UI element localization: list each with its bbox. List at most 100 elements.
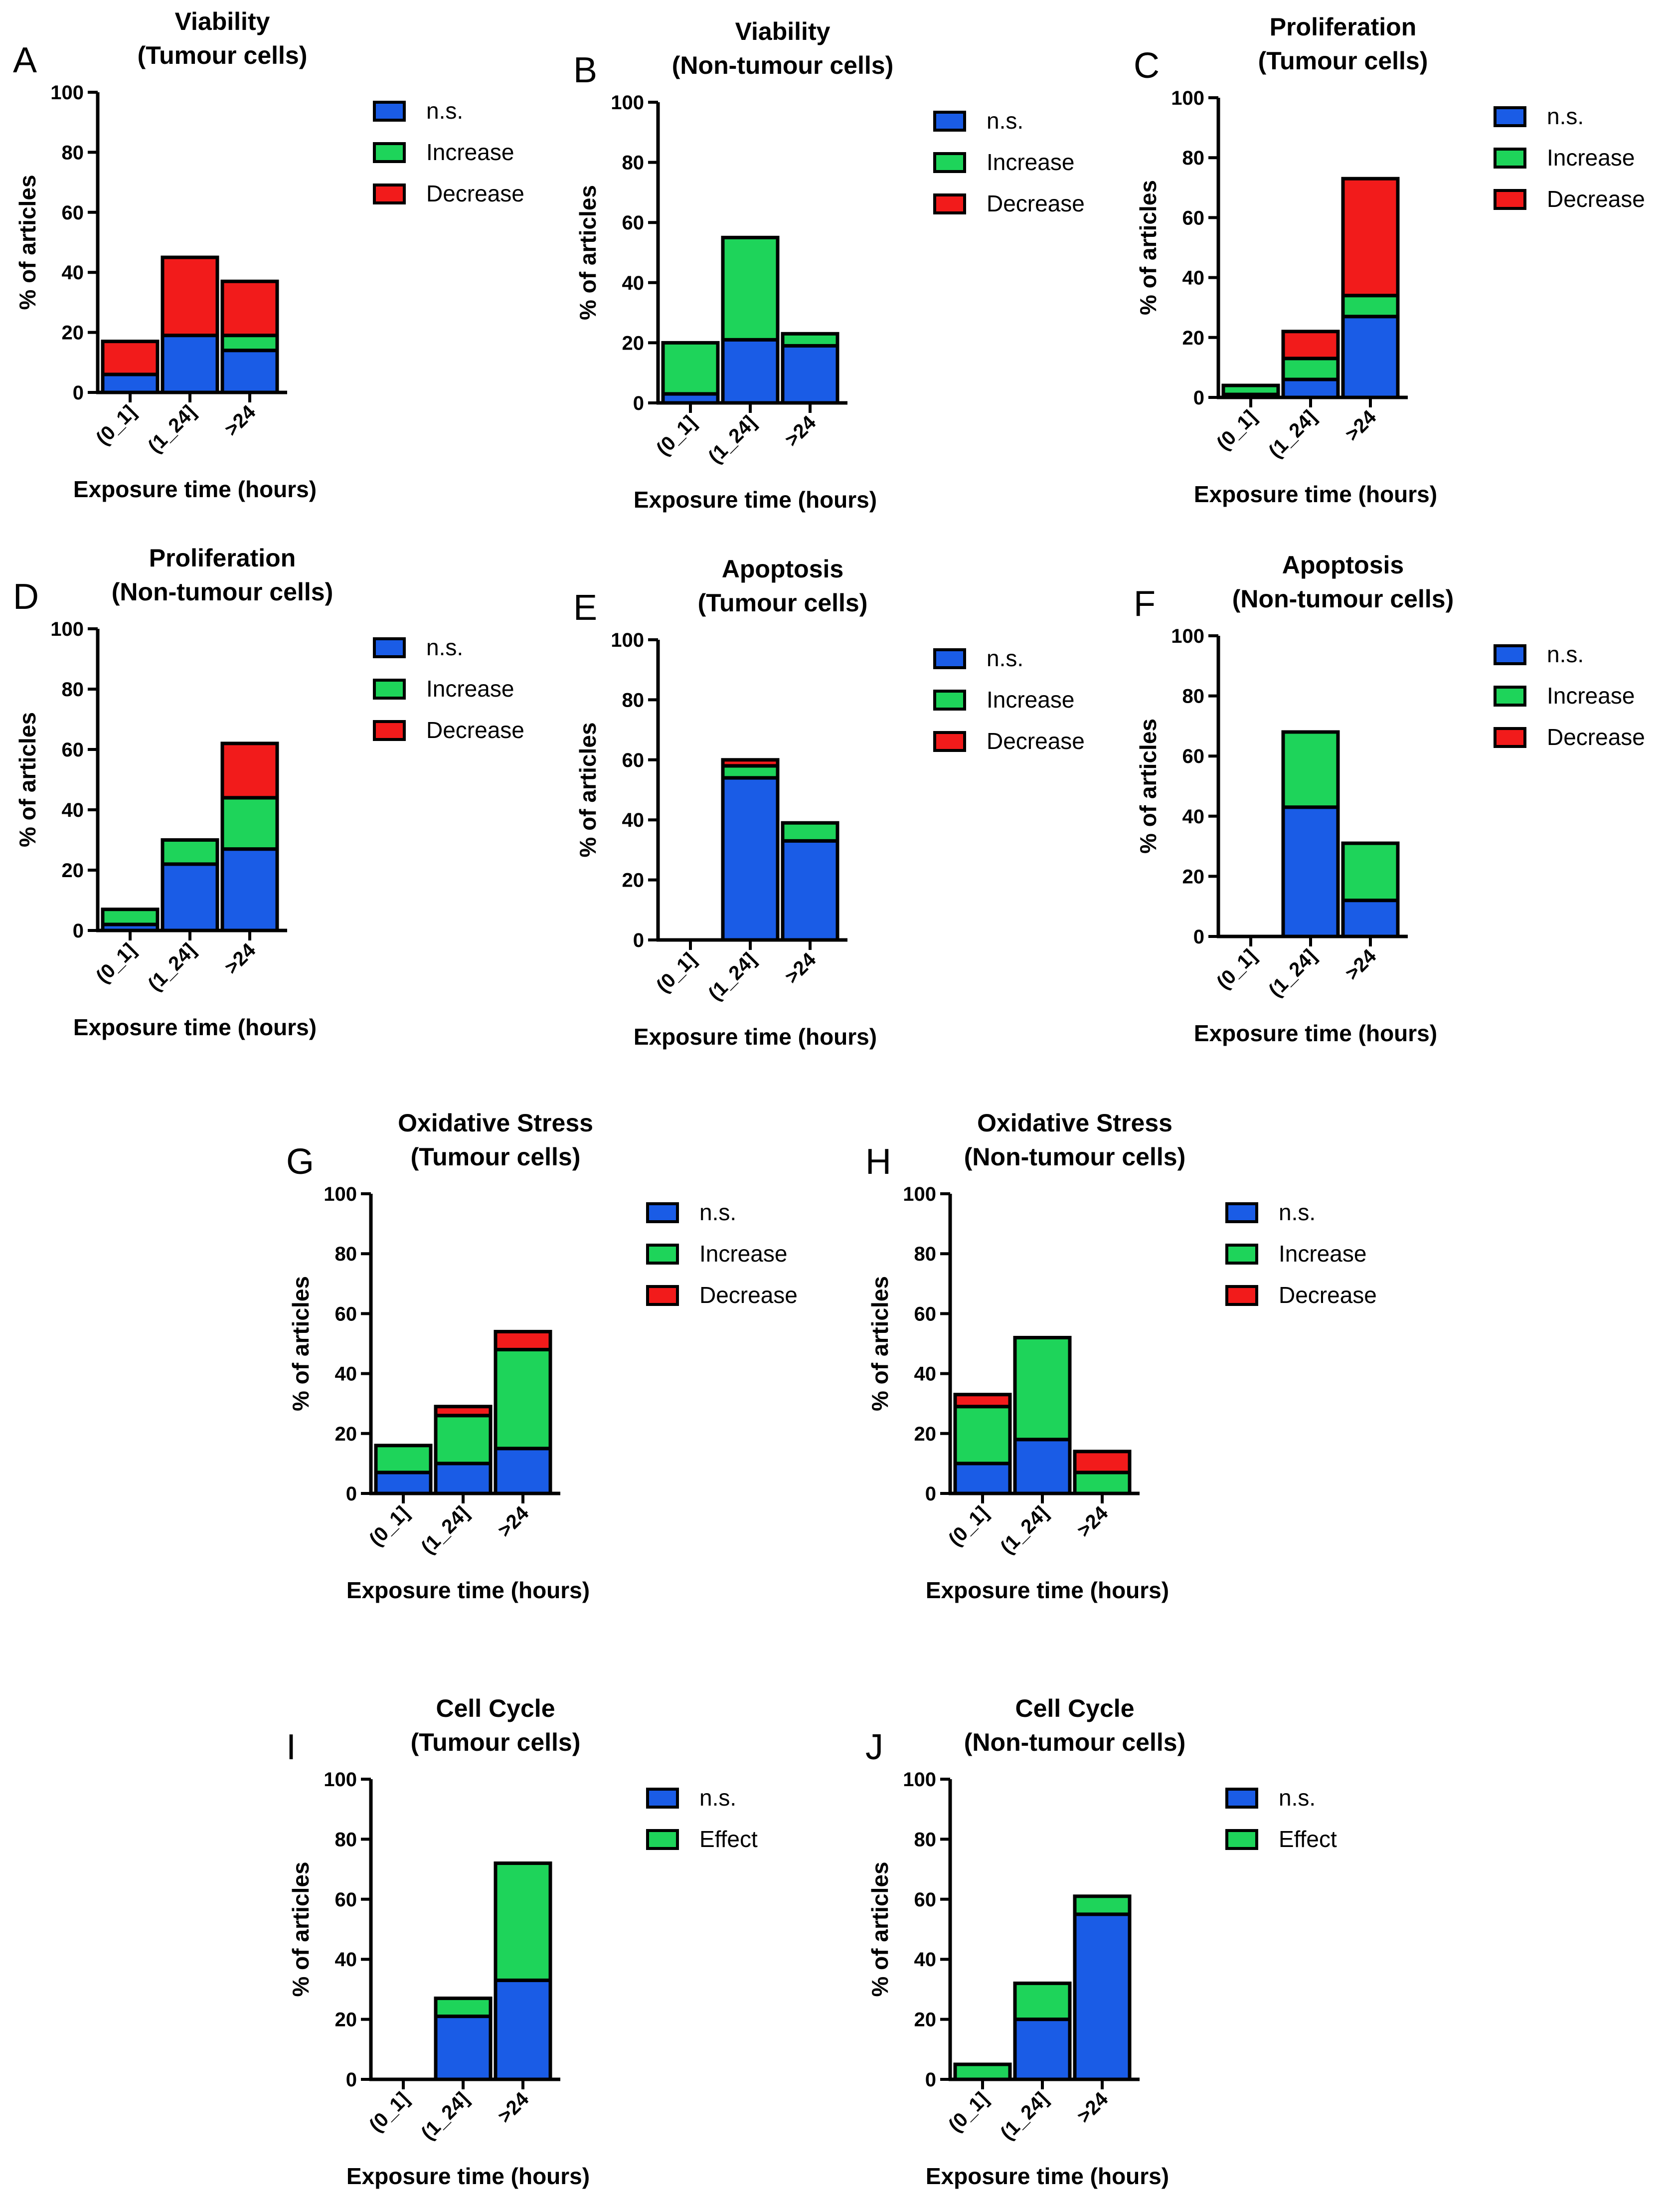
x-tick-label: >24: [1073, 1502, 1113, 1542]
legend-swatch: [1494, 644, 1526, 665]
chart-title-line: (Tumour cells): [698, 589, 868, 617]
y-tick-label: 20: [335, 2009, 357, 2031]
y-tick-label: 20: [335, 1423, 357, 1445]
y-tick-label: 100: [324, 1769, 357, 1791]
chart-title-line: Proliferation: [1270, 13, 1416, 41]
x-tick-label: >24: [781, 411, 821, 451]
chart-panel-b: B Viability (Non-tumour cells) 0 20 40 60 80 100…: [573, 17, 1085, 513]
bar-segment-increase: [661, 341, 720, 396]
legend-swatch: [373, 101, 406, 122]
legend-label: Decrease: [699, 1282, 798, 1308]
legend-swatch: [1494, 148, 1526, 169]
x-axis-title: Exposure time (hours): [634, 487, 877, 513]
y-tick-label: 100: [1171, 87, 1204, 109]
bar-segment-ns: [220, 847, 279, 932]
y-tick-label: 40: [622, 272, 645, 294]
y-tick-label: 0: [73, 382, 84, 404]
x-axis-title: Exposure time (hours): [346, 2163, 590, 2189]
legend-label: Decrease: [987, 728, 1085, 754]
chart-title-line: (Non-tumour cells): [964, 1728, 1185, 1756]
legend-label: n.s.: [1547, 641, 1584, 667]
legend-swatch: [1225, 1788, 1258, 1809]
bar-segment-effect: [434, 1996, 493, 2019]
legend-label: n.s.: [426, 98, 463, 124]
bar-segment-decrease: [161, 255, 219, 338]
panel-letter: D: [13, 577, 39, 617]
bar-segment-effect: [1013, 1981, 1072, 2022]
legend-swatch: [646, 1829, 679, 1850]
y-tick-label: 40: [1182, 806, 1205, 828]
x-tick-label: >24: [494, 2088, 533, 2128]
panel-letter: J: [865, 1727, 883, 1767]
chart-title-line: (Tumour cells): [411, 1143, 581, 1171]
panel-letter: B: [573, 50, 597, 90]
y-axis-title: % of articles: [867, 1276, 893, 1411]
legend-label: Effect: [699, 1826, 758, 1852]
bar-segment-ns: [1013, 1438, 1072, 1495]
y-tick-label: 20: [62, 322, 84, 344]
chart-title-line: Viability: [175, 7, 270, 35]
x-tick-label: >24: [1341, 406, 1381, 446]
legend-swatch: [1225, 1202, 1258, 1223]
y-axis-title: % of articles: [288, 1862, 314, 1997]
legend-swatch: [933, 731, 966, 752]
legend-swatch: [373, 142, 406, 163]
bar-segment-ns: [434, 2015, 493, 2081]
legend-label: Increase: [987, 687, 1074, 713]
legend-swatch: [933, 648, 966, 669]
bar-segment-decrease: [220, 741, 279, 800]
bar-segment-decrease: [101, 340, 160, 376]
legend-label: Increase: [426, 676, 514, 702]
x-tick-label: >24: [220, 939, 260, 979]
legend-label: n.s.: [1547, 103, 1584, 129]
x-tick-label: (1_24]: [996, 1502, 1052, 1558]
legend-swatch: [646, 1202, 679, 1223]
bar-segment-decrease: [1281, 330, 1340, 361]
legend-label: n.s.: [699, 1199, 736, 1225]
legend-label: n.s.: [699, 1785, 736, 1811]
legend-label: n.s.: [426, 634, 463, 660]
chart-title-line: Oxidative Stress: [398, 1109, 593, 1137]
y-tick-label: 40: [335, 1363, 357, 1385]
bar-segment-ns: [781, 839, 839, 942]
bar-segment-effect: [953, 2062, 1012, 2081]
legend-label: Increase: [1547, 683, 1635, 709]
y-tick-label: 40: [335, 1949, 357, 1971]
y-tick-label: 0: [633, 929, 644, 951]
bar-segment-ns: [1073, 1912, 1132, 2081]
bar-segment-increase: [1013, 1335, 1072, 1442]
x-tick-label: (0_1]: [365, 2088, 413, 2136]
y-tick-label: 80: [914, 1243, 937, 1265]
x-axis-title: Exposure time (hours): [73, 1014, 317, 1040]
legend-label: n.s.: [1279, 1199, 1316, 1225]
y-tick-label: 60: [1182, 207, 1205, 229]
x-tick-label: (0_1]: [1212, 406, 1261, 454]
y-axis-title: % of articles: [575, 723, 601, 858]
bar-segment-increase: [721, 764, 780, 780]
x-tick-label: (1_24]: [417, 2088, 473, 2144]
chart-title-line: Viability: [735, 17, 831, 45]
x-tick-label: >24: [1341, 945, 1381, 985]
bar-segment-effect: [494, 1861, 552, 1982]
legend-swatch: [933, 193, 966, 214]
chart-panel-d: D Proliferation (Non-tumour cells) 0 20 40 60 8…: [13, 544, 524, 1040]
x-tick-label: (1_24]: [996, 2088, 1052, 2144]
panel-letter: E: [573, 588, 597, 628]
bar-segment-increase: [1341, 841, 1400, 903]
y-tick-label: 0: [346, 2069, 357, 2091]
bar-segment-ns: [220, 349, 279, 394]
chart-panel-c: C Proliferation (Tumour cells) 0 20 40 60 80 100…: [1134, 13, 1645, 507]
y-axis-title: % of articles: [14, 712, 40, 847]
y-tick-label: 80: [62, 679, 84, 701]
bar-segment-ns: [1281, 377, 1340, 399]
x-tick-label: (0_1]: [365, 1502, 413, 1550]
legend-label: Increase: [1547, 145, 1635, 171]
bar-segment-increase: [494, 1348, 552, 1451]
legend-swatch: [646, 1244, 679, 1265]
legend-label: Increase: [426, 139, 514, 165]
legend-swatch: [1494, 686, 1526, 707]
y-tick-label: 40: [62, 799, 84, 821]
bar-segment-ns: [1341, 899, 1400, 938]
chart-title-line: (Non-tumour cells): [964, 1143, 1185, 1171]
y-tick-label: 60: [914, 1889, 937, 1911]
